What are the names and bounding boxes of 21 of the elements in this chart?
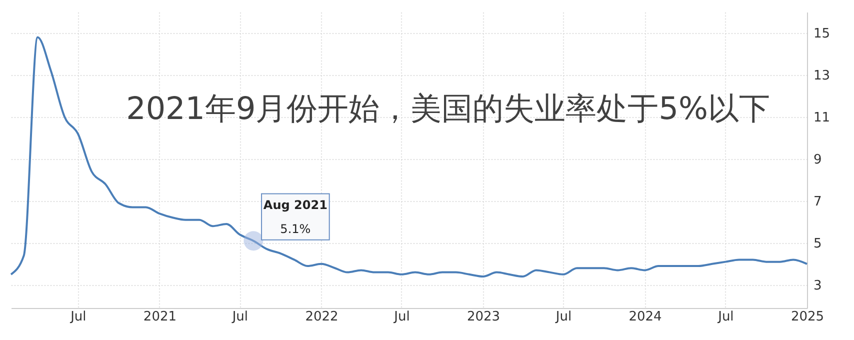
- x-tick-label: Jul: [717, 310, 734, 324]
- x-tick-label: 2022: [305, 310, 338, 324]
- annotation: 2021年9月份开始，美国的失业率处于5%以下: [126, 91, 770, 127]
- x-tick-label: 2024: [628, 310, 662, 324]
- line-series: [10, 36, 808, 278]
- x-tick-label: Jul: [393, 310, 410, 324]
- y-tick-label: 7: [814, 194, 822, 210]
- y-tick-label: 9: [814, 152, 822, 168]
- y-tick-label: 3: [814, 278, 822, 294]
- y-tick-label: 11: [814, 110, 830, 126]
- x-tick-label: Jul: [554, 310, 572, 324]
- y-tick-label: 13: [814, 68, 830, 84]
- annotation: 5.1%: [280, 222, 311, 236]
- x-tick-label: 2025: [790, 310, 824, 324]
- y-tick-label: 15: [814, 26, 830, 42]
- x-tick-label: Jul: [231, 310, 248, 324]
- x-tick-label: Jul: [70, 310, 86, 324]
- x-tick-label: 2021: [143, 310, 177, 324]
- y-tick-label: 5: [814, 236, 822, 252]
- x-tick-label: 2023: [466, 310, 500, 324]
- annotation: Aug 2021: [263, 198, 328, 212]
